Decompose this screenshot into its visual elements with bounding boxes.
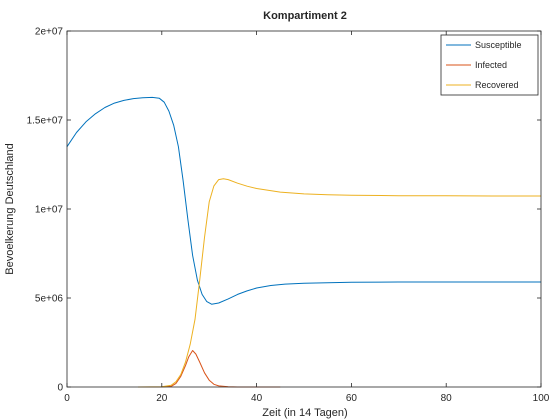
series-line-infected bbox=[138, 350, 281, 388]
y-axis-label: Bevoelkerung Deutschland bbox=[4, 143, 16, 274]
chart-title: Kompartiment 2 bbox=[263, 10, 347, 22]
y-tick-label: 2e+07 bbox=[35, 27, 64, 38]
series-line-recovered bbox=[138, 178, 541, 388]
x-tick-label: 80 bbox=[441, 393, 453, 404]
x-axis-label: Zeit (in 14 Tagen) bbox=[262, 407, 347, 419]
y-tick-label: 1.5e+07 bbox=[27, 116, 64, 127]
axis-ticks: 0 20 40 60 80 100 0 5e+06 1e+07 1.5e+07 2e+07 bbox=[27, 27, 550, 405]
x-tick-label: 40 bbox=[251, 393, 263, 404]
x-tick-label: 60 bbox=[346, 393, 358, 404]
y-tick-label: 0 bbox=[57, 383, 63, 394]
x-tick-label: 100 bbox=[533, 393, 550, 404]
series-line-susceptible bbox=[66, 96, 541, 305]
x-tick-label: 20 bbox=[156, 393, 168, 404]
y-tick-label: 5e+06 bbox=[35, 294, 64, 305]
y-tick-label: 1e+07 bbox=[35, 205, 64, 216]
legend: Susceptible Infected Recovered bbox=[440, 34, 539, 96]
x-tick-label: 0 bbox=[64, 393, 70, 404]
plot-series bbox=[66, 96, 541, 388]
legend-label-infected: Infected bbox=[475, 60, 507, 70]
legend-label-recovered: Recovered bbox=[475, 80, 519, 90]
legend-label-susceptible: Susceptible bbox=[475, 40, 522, 50]
